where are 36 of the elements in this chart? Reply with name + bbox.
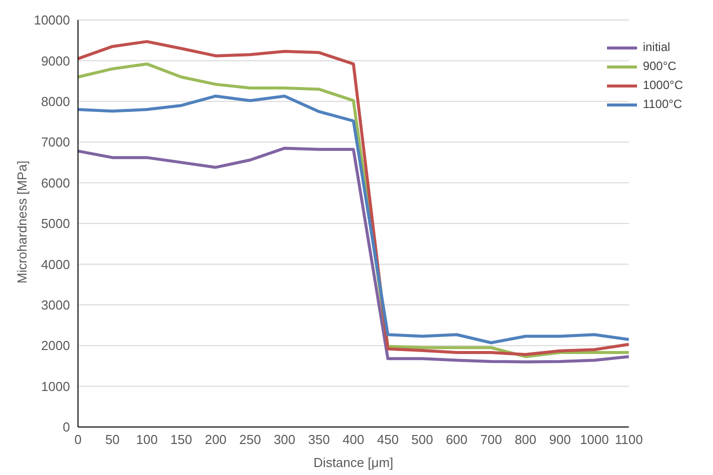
x-tick-label: 0 <box>74 432 82 448</box>
x-tick-label: 1000 <box>580 432 609 448</box>
x-tick-label: 350 <box>308 432 330 448</box>
legend-label: 900°C <box>642 58 676 75</box>
x-tick-label: 400 <box>342 432 364 448</box>
line-series <box>76 146 630 364</box>
legend-label: 1100°C <box>642 96 682 113</box>
x-tick-label: 50 <box>105 432 120 448</box>
x-tick-label: 600 <box>446 432 468 448</box>
x-tick-label: 450 <box>376 432 399 448</box>
x-tick-label: 250 <box>239 432 261 448</box>
y-tick-label: 10000 <box>34 12 70 28</box>
x-tick-label: 800 <box>514 432 536 448</box>
legend-label: 1000°C <box>642 77 683 94</box>
y-tick-label: 3000 <box>41 298 70 313</box>
legend-label: initial <box>642 39 670 56</box>
x-tick-label: 100 <box>136 432 158 448</box>
y-tick-label: 0 <box>62 420 70 435</box>
x-axis-title: Distance [μm] <box>314 455 394 470</box>
x-tick-label: 700 <box>480 432 502 448</box>
y-tick-label: 2000 <box>41 338 70 354</box>
y-tick-label: 9000 <box>41 53 70 68</box>
y-tick-label: 7000 <box>41 134 70 150</box>
y-tick-label: 6000 <box>41 175 70 190</box>
y-tick-label: 1000 <box>41 378 70 394</box>
x-tick-label: 200 <box>204 432 227 448</box>
x-tick-label: 300 <box>274 432 296 448</box>
x-tick-label: 900 <box>549 432 571 448</box>
line-series <box>76 94 630 344</box>
y-tick-label: 4000 <box>41 256 70 272</box>
y-axis-title: Microhardness [MPa] <box>14 160 30 284</box>
x-tick-label: 150 <box>170 432 192 448</box>
x-tick-label: 500 <box>411 432 434 448</box>
y-tick-label: 5000 <box>41 216 70 232</box>
x-tick-label: 1100 <box>614 432 643 448</box>
y-tick-label: 8000 <box>41 94 70 110</box>
